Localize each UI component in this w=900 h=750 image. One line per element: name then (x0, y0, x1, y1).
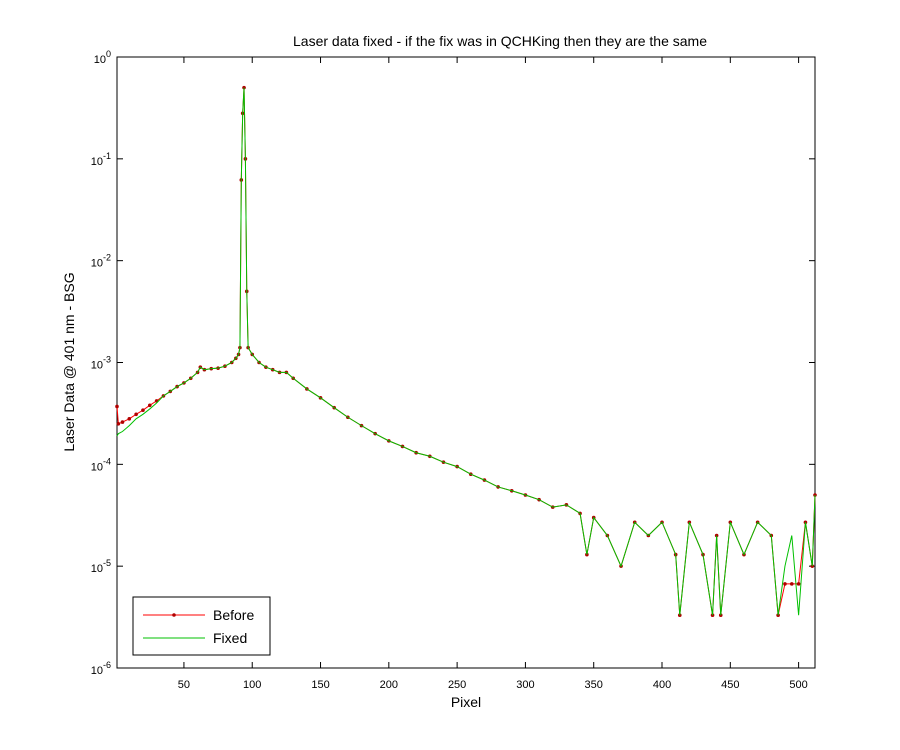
y-tick-label: 10-3 (91, 355, 111, 372)
x-tick-label: 500 (789, 679, 807, 691)
series-line (116, 87, 816, 616)
y-tick-label: 10-1 (91, 151, 111, 168)
series-marker (127, 416, 132, 421)
series-marker (789, 582, 794, 586)
y-axis-label: Laser Data @ 401 nm - BSG (61, 272, 77, 451)
y-tick-label: 10-5 (91, 558, 111, 575)
series-marker (120, 420, 125, 424)
series-marker (134, 412, 138, 417)
x-tick-label: 350 (585, 679, 603, 691)
y-tick-label: 10-2 (91, 253, 111, 270)
series-marker (813, 493, 817, 497)
x-tick-label: 150 (311, 679, 329, 691)
x-tick-label: 250 (448, 679, 466, 691)
series-marker (141, 408, 145, 413)
series-marker (147, 403, 152, 408)
series-marker (796, 582, 801, 586)
x-tick-label: 50 (178, 679, 190, 691)
x-tick-label: 300 (516, 679, 534, 691)
plot-area (116, 56, 816, 669)
legend-box (132, 596, 271, 656)
y-tick-label: 10-6 (91, 660, 111, 677)
x-tick-label: 200 (380, 679, 398, 691)
x-tick-label: 100 (243, 679, 261, 691)
chart-title: Laser data fixed - if the fix was in QCH… (293, 33, 707, 49)
series-marker (116, 422, 121, 426)
legend-label: Before (213, 607, 254, 623)
x-axis-label: Pixel (451, 694, 481, 710)
x-tick-label: 450 (721, 679, 739, 691)
y-tick-label: 10-4 (91, 456, 111, 473)
series-marker (115, 404, 119, 409)
x-tick-label: 400 (653, 679, 671, 691)
y-tick-label: 100 (94, 49, 111, 66)
legend-label: Fixed (213, 630, 247, 646)
legend-marker (172, 613, 176, 617)
series-marker (783, 582, 787, 586)
